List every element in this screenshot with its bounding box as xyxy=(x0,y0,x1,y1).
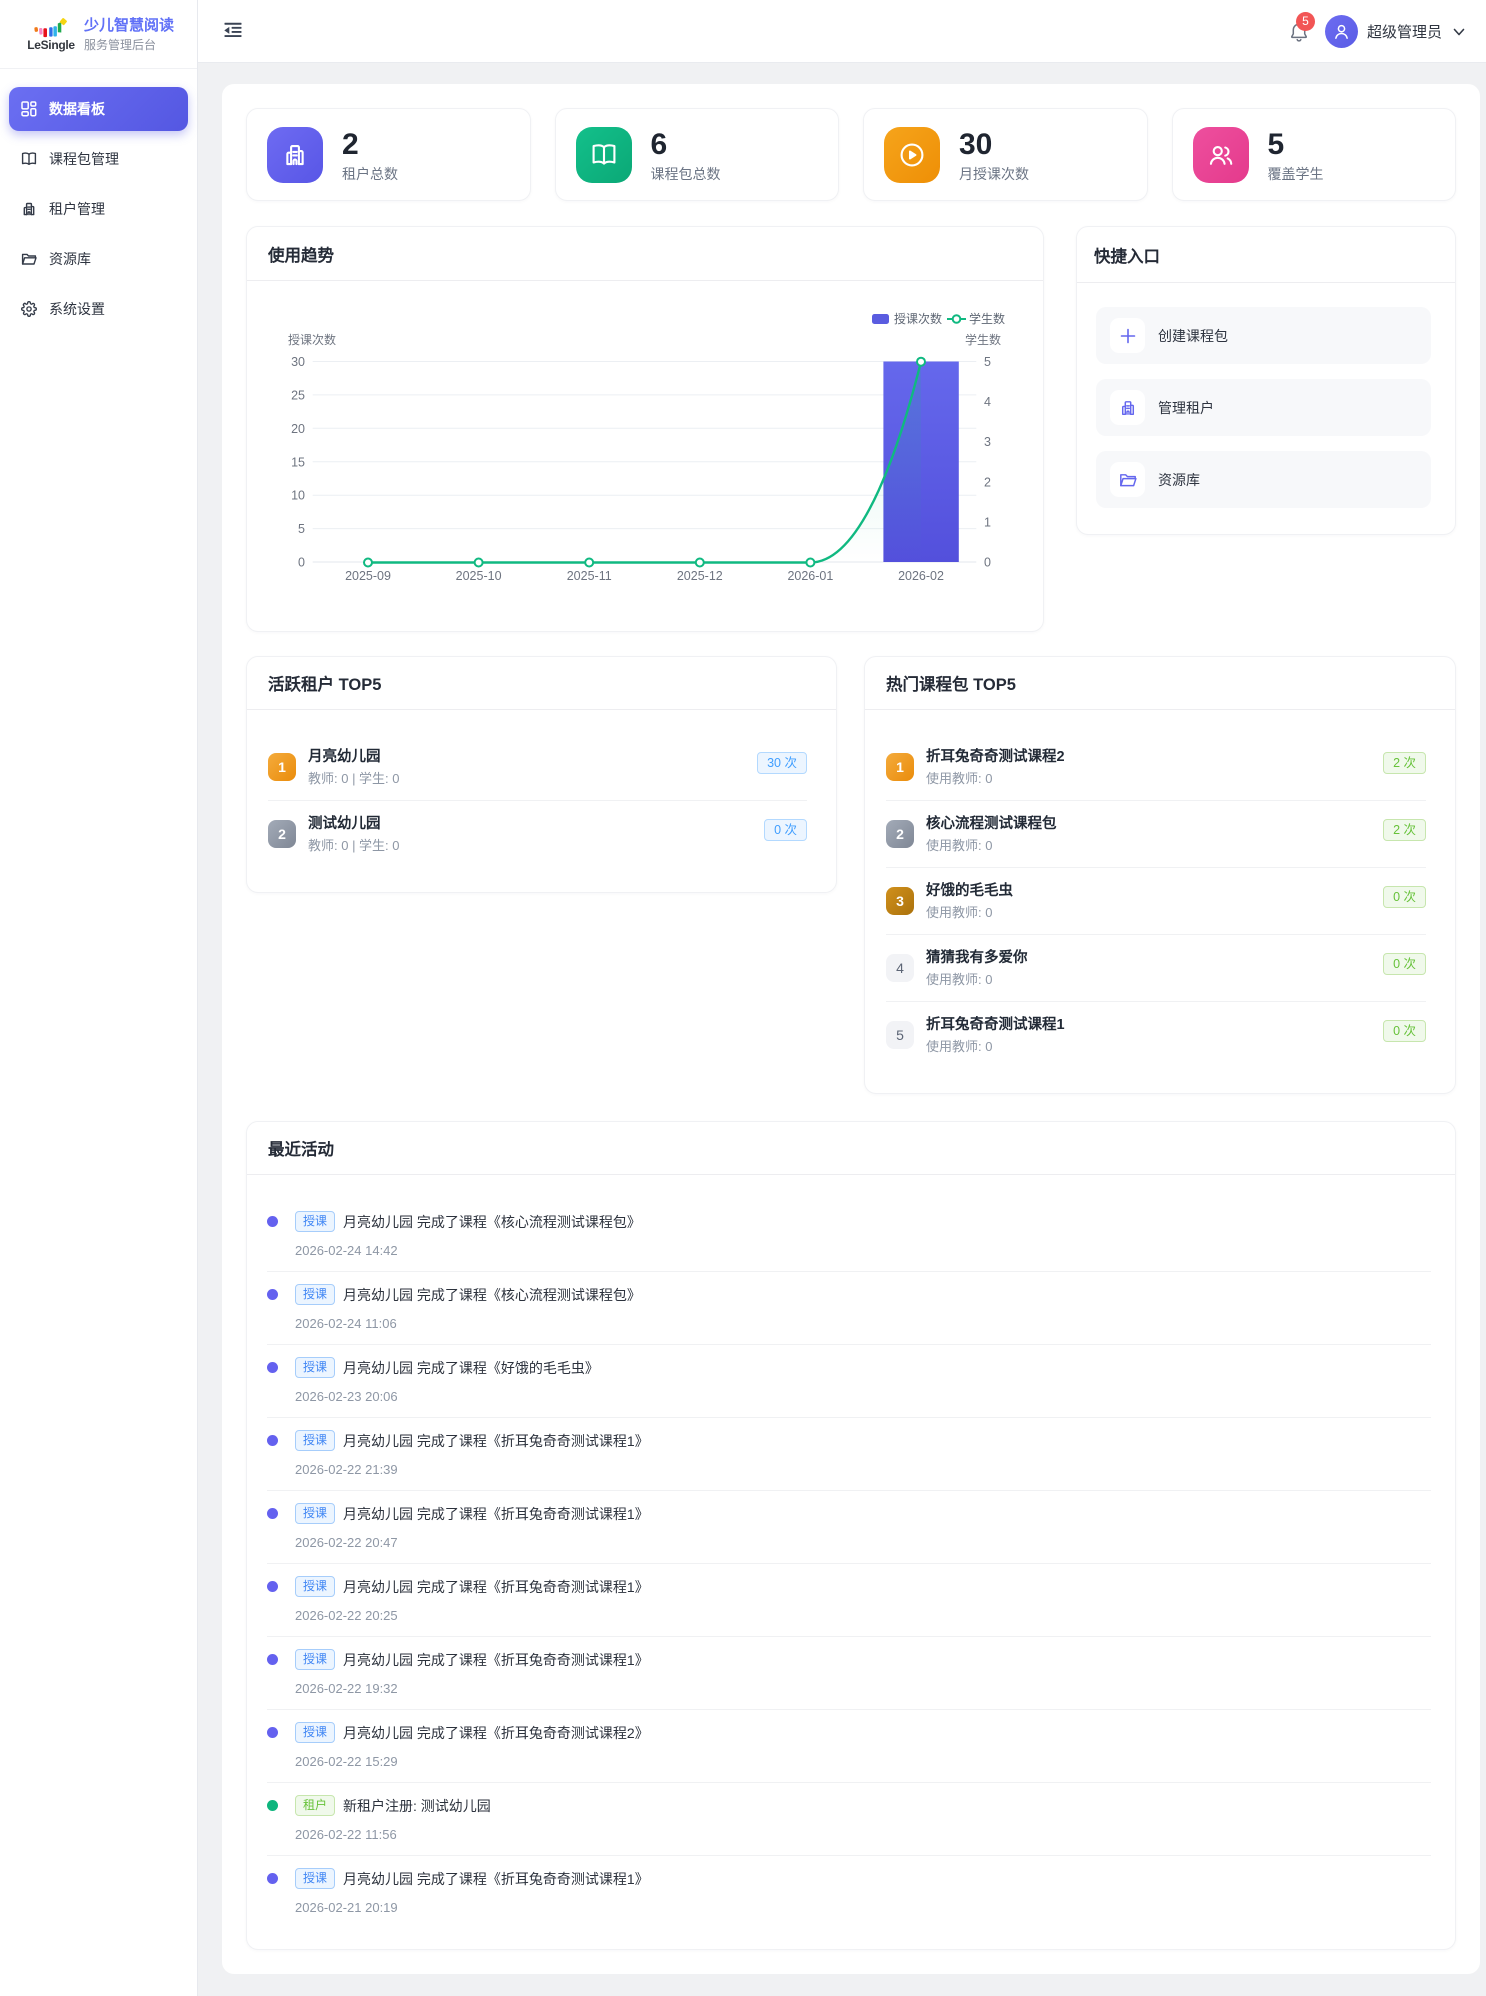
svg-text:5: 5 xyxy=(298,522,305,536)
svg-text:2: 2 xyxy=(984,475,991,489)
svg-text:25: 25 xyxy=(291,388,305,402)
svg-text:3: 3 xyxy=(984,435,991,449)
svg-text:学生数: 学生数 xyxy=(965,332,1001,347)
svg-text:2025-11: 2025-11 xyxy=(567,569,612,583)
svg-text:0: 0 xyxy=(984,556,991,570)
svg-text:授课次数: 授课次数 xyxy=(894,311,942,326)
svg-text:20: 20 xyxy=(291,422,305,436)
svg-text:学生数: 学生数 xyxy=(969,311,1005,326)
svg-text:2026-01: 2026-01 xyxy=(787,569,833,583)
svg-text:1: 1 xyxy=(984,515,991,529)
svg-text:2026-02: 2026-02 xyxy=(898,569,944,583)
svg-text:2025-09: 2025-09 xyxy=(345,569,391,583)
svg-text:30: 30 xyxy=(291,355,305,369)
svg-text:5: 5 xyxy=(984,355,991,369)
svg-text:2025-12: 2025-12 xyxy=(677,569,723,583)
svg-text:10: 10 xyxy=(291,489,305,503)
svg-text:4: 4 xyxy=(984,395,991,409)
svg-text:2025-10: 2025-10 xyxy=(456,569,502,583)
svg-text:授课次数: 授课次数 xyxy=(288,332,336,347)
svg-text:0: 0 xyxy=(298,556,305,570)
svg-text:15: 15 xyxy=(291,455,305,469)
